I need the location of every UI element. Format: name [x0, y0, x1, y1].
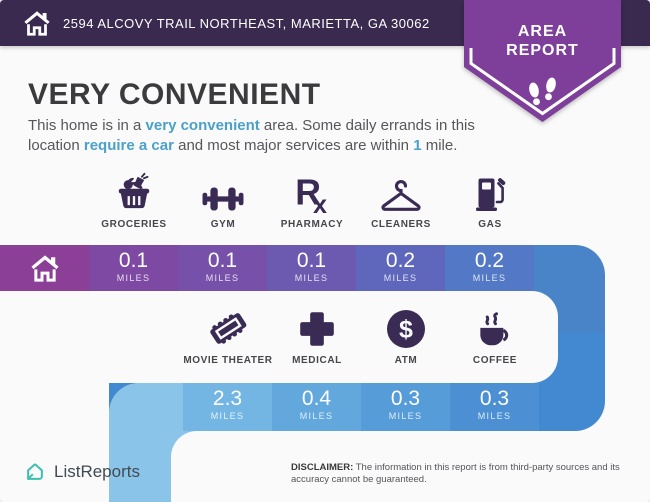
place-gas: GAS: [443, 172, 537, 230]
band-gap: [0, 383, 109, 431]
place-gym: GYM: [176, 172, 270, 230]
home-icon: [30, 255, 59, 282]
place-coffee: COFFEE: [448, 308, 542, 366]
intro-seg: and most major services are within: [173, 136, 414, 154]
distance-coffee: 0.3 MILES: [477, 387, 512, 422]
ticket-icon: [204, 306, 252, 350]
badge-line2: REPORT: [506, 42, 579, 59]
place-label: PHARMACY: [280, 219, 344, 230]
medical-cross-icon: [296, 308, 338, 350]
band-cell: [178, 245, 267, 291]
place-atm: $ ATM: [359, 308, 453, 366]
band-cell: [361, 383, 450, 431]
band-cell: [109, 383, 183, 431]
distance-medical: 0.4 MILES: [299, 387, 334, 422]
place-medical: MEDICAL: [270, 308, 364, 366]
place-pharmacy: R x PHARMACY: [265, 172, 359, 230]
intro-paragraph: This home is in a very convenient area. …: [28, 116, 480, 155]
band-gap: [0, 291, 558, 383]
svg-text:$: $: [399, 316, 413, 344]
fuel-pump-icon: [470, 172, 510, 214]
place-groceries: GROCERIES: [87, 172, 181, 230]
svg-text:x: x: [313, 191, 327, 214]
distance-cleaners: 0.2 MILES: [383, 249, 418, 284]
distance-groceries: 0.1 MILES: [116, 249, 151, 284]
rx-icon: R x: [293, 172, 331, 214]
distance-atm: 0.3 MILES: [388, 387, 423, 422]
dumbbell-icon: [202, 184, 244, 214]
intro-seg: area. Some daily errands in this locatio…: [28, 117, 475, 154]
intro-seg: mile.: [421, 136, 458, 154]
intro-highlight: 1: [413, 136, 422, 154]
footprints-icon: [529, 77, 556, 106]
page-title: VERY CONVENIENT: [28, 78, 321, 111]
place-label: GYM: [210, 219, 236, 230]
band-cell: [183, 383, 272, 431]
place-label: CLEANERS: [371, 219, 431, 230]
area-report-badge: AREA REPORT: [464, 0, 621, 122]
hanger-icon: [379, 178, 423, 214]
band-cell: [89, 245, 178, 291]
groceries-basket-icon: [113, 172, 155, 214]
distance-gas: 0.2 MILES: [472, 249, 507, 284]
home-icon: [24, 11, 50, 36]
band-cell: [267, 245, 356, 291]
listreports-logo: ListReports: [24, 460, 140, 483]
distance-movie-theater: 2.3 MILES: [210, 387, 245, 422]
band-origin-cell: [0, 245, 89, 291]
place-label: MEDICAL: [292, 355, 342, 366]
band-cell: [445, 245, 534, 291]
disclaimer-label: DISCLAIMER:: [291, 462, 354, 473]
place-label: GROCERIES: [101, 219, 167, 230]
place-label: COFFEE: [472, 355, 518, 366]
badge-line1: AREA: [518, 23, 567, 40]
distance-pharmacy: 0.1 MILES: [294, 249, 329, 284]
property-address: 2594 ALCOVY TRAIL NORTHEAST, MARIETTA, G…: [63, 15, 430, 31]
band-cell: [450, 383, 539, 431]
distance-gym: 0.1 MILES: [205, 249, 240, 284]
band-cell: [356, 245, 445, 291]
disclaimer: DISCLAIMER: The information in this repo…: [291, 462, 647, 486]
place-label: ATM: [394, 355, 418, 366]
dollar-circle-icon: $: [385, 308, 427, 350]
band-cell: [272, 383, 361, 431]
intro-seg: This home is in a: [28, 117, 146, 134]
svg-text:R: R: [295, 173, 321, 213]
place-cleaners: CLEANERS: [354, 172, 448, 230]
coffee-cup-icon: [473, 310, 517, 350]
brand-name: ListReports: [54, 461, 140, 481]
disclaimer-text: The information in this report is from t…: [291, 462, 620, 485]
place-movie-theater: MOVIE THEATER: [181, 308, 275, 366]
listreports-house-icon: [27, 463, 43, 480]
intro-highlight: very convenient: [145, 117, 260, 134]
intro-highlight: require a car: [83, 136, 174, 154]
place-label: MOVIE THEATER: [183, 355, 273, 366]
place-label: GAS: [478, 219, 502, 230]
